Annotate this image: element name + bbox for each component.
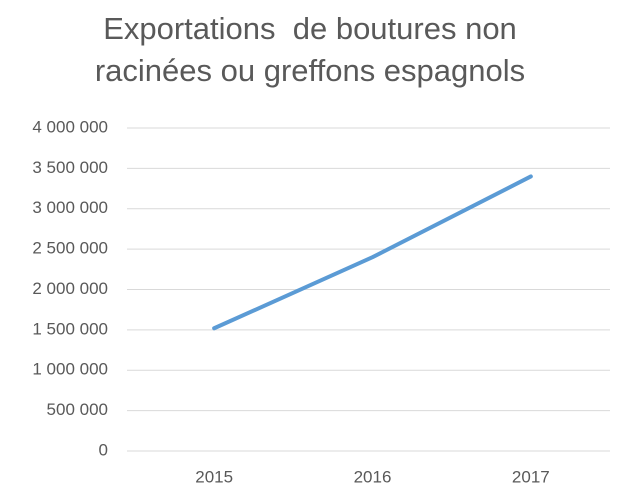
y-tick-label: 3 000 000: [32, 198, 108, 217]
x-tick-label: 2017: [512, 467, 550, 486]
y-tick-label: 3 500 000: [32, 158, 108, 177]
y-tick-label: 2 000 000: [32, 279, 108, 298]
y-tick-label: 1 500 000: [32, 319, 108, 338]
chart-title: Exportations de boutures non racinées ou…: [94, 11, 526, 88]
y-tick-label: 500 000: [47, 400, 108, 419]
y-tick-label: 4 000 000: [32, 117, 108, 136]
y-tick-label: 0: [99, 440, 108, 459]
y-tick-label: 1 000 000: [32, 360, 108, 379]
x-tick-label: 2016: [354, 467, 392, 486]
x-tick-label: 2015: [195, 467, 233, 486]
line-series: [212, 174, 533, 331]
y-tick-label: 2 500 000: [32, 239, 108, 258]
